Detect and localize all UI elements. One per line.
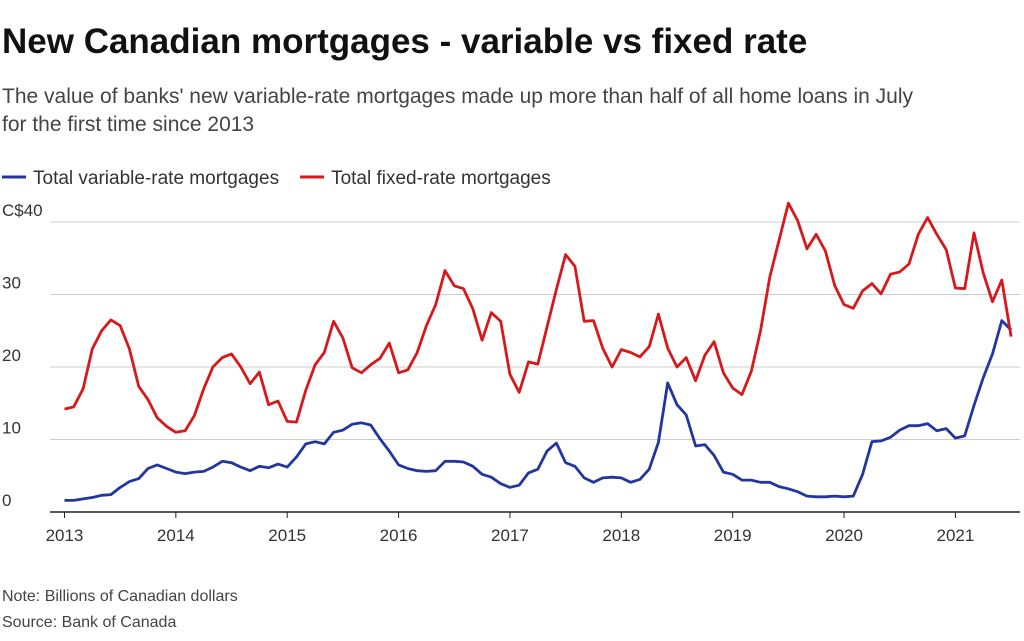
source: Source: Bank of Canada (2, 614, 176, 631)
y-tick-label: 30 (2, 274, 21, 293)
subtitle: The value of banks' new variable-rate mo… (2, 85, 914, 136)
x-tick-label: 2015 (268, 526, 306, 545)
x-tick-label: 2020 (825, 526, 863, 545)
subtitle-line: The value of banks' new variable-rate mo… (2, 85, 914, 108)
note: Note: Billions of Canadian dollars (2, 588, 238, 605)
chart-title: New Canadian mortgages - variable vs fix… (2, 22, 807, 61)
legend-label: Total variable-rate mortgages (33, 168, 279, 189)
x-tick-label: 2019 (714, 526, 752, 545)
x-tick-label: 2021 (936, 526, 974, 545)
x-tick-label: 2014 (157, 526, 195, 545)
x-tick-label: 2016 (380, 526, 418, 545)
x-tick-label: 2017 (491, 526, 529, 545)
y-tick-label: C$40 (2, 201, 43, 220)
x-tick-label: 2018 (602, 526, 640, 545)
legend-label: Total fixed-rate mortgages (331, 168, 551, 189)
subtitle-line: for the first time since 2013 (2, 113, 254, 136)
series-line (64, 201, 1013, 434)
series-line (64, 319, 1013, 502)
x-tick-label: 2013 (46, 526, 84, 545)
y-tick-label: 10 (2, 419, 21, 438)
y-tick-label: 0 (2, 491, 11, 510)
y-tick-label: 20 (2, 346, 21, 365)
